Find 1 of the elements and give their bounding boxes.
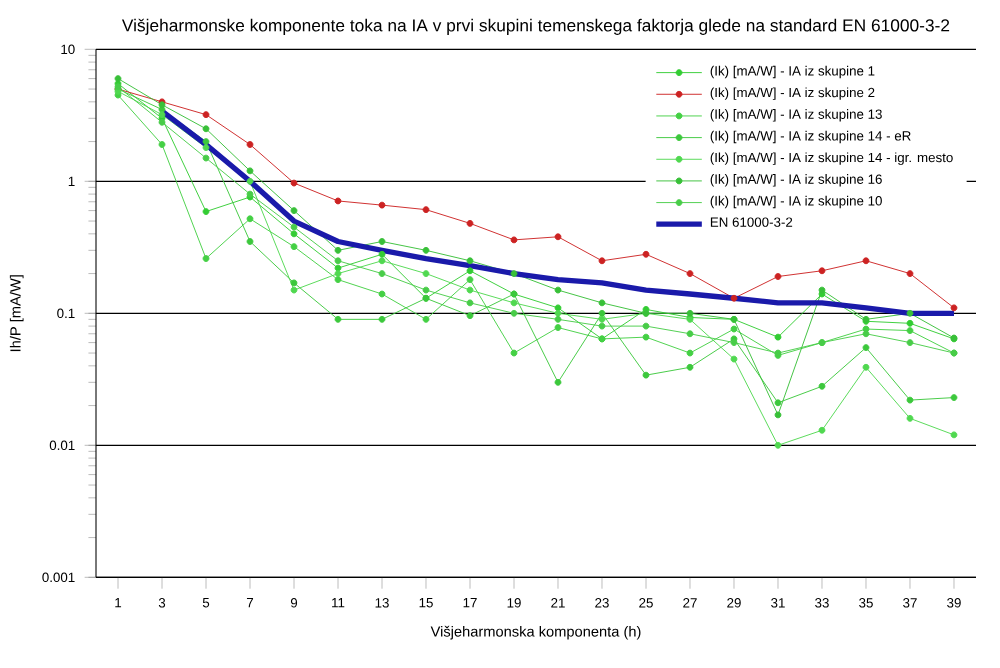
chart-title: Višjeharmonske komponente toka na IA v prvi skupini temenskega faktorja glede na standard EN 61000-3-2: [121, 18, 950, 35]
